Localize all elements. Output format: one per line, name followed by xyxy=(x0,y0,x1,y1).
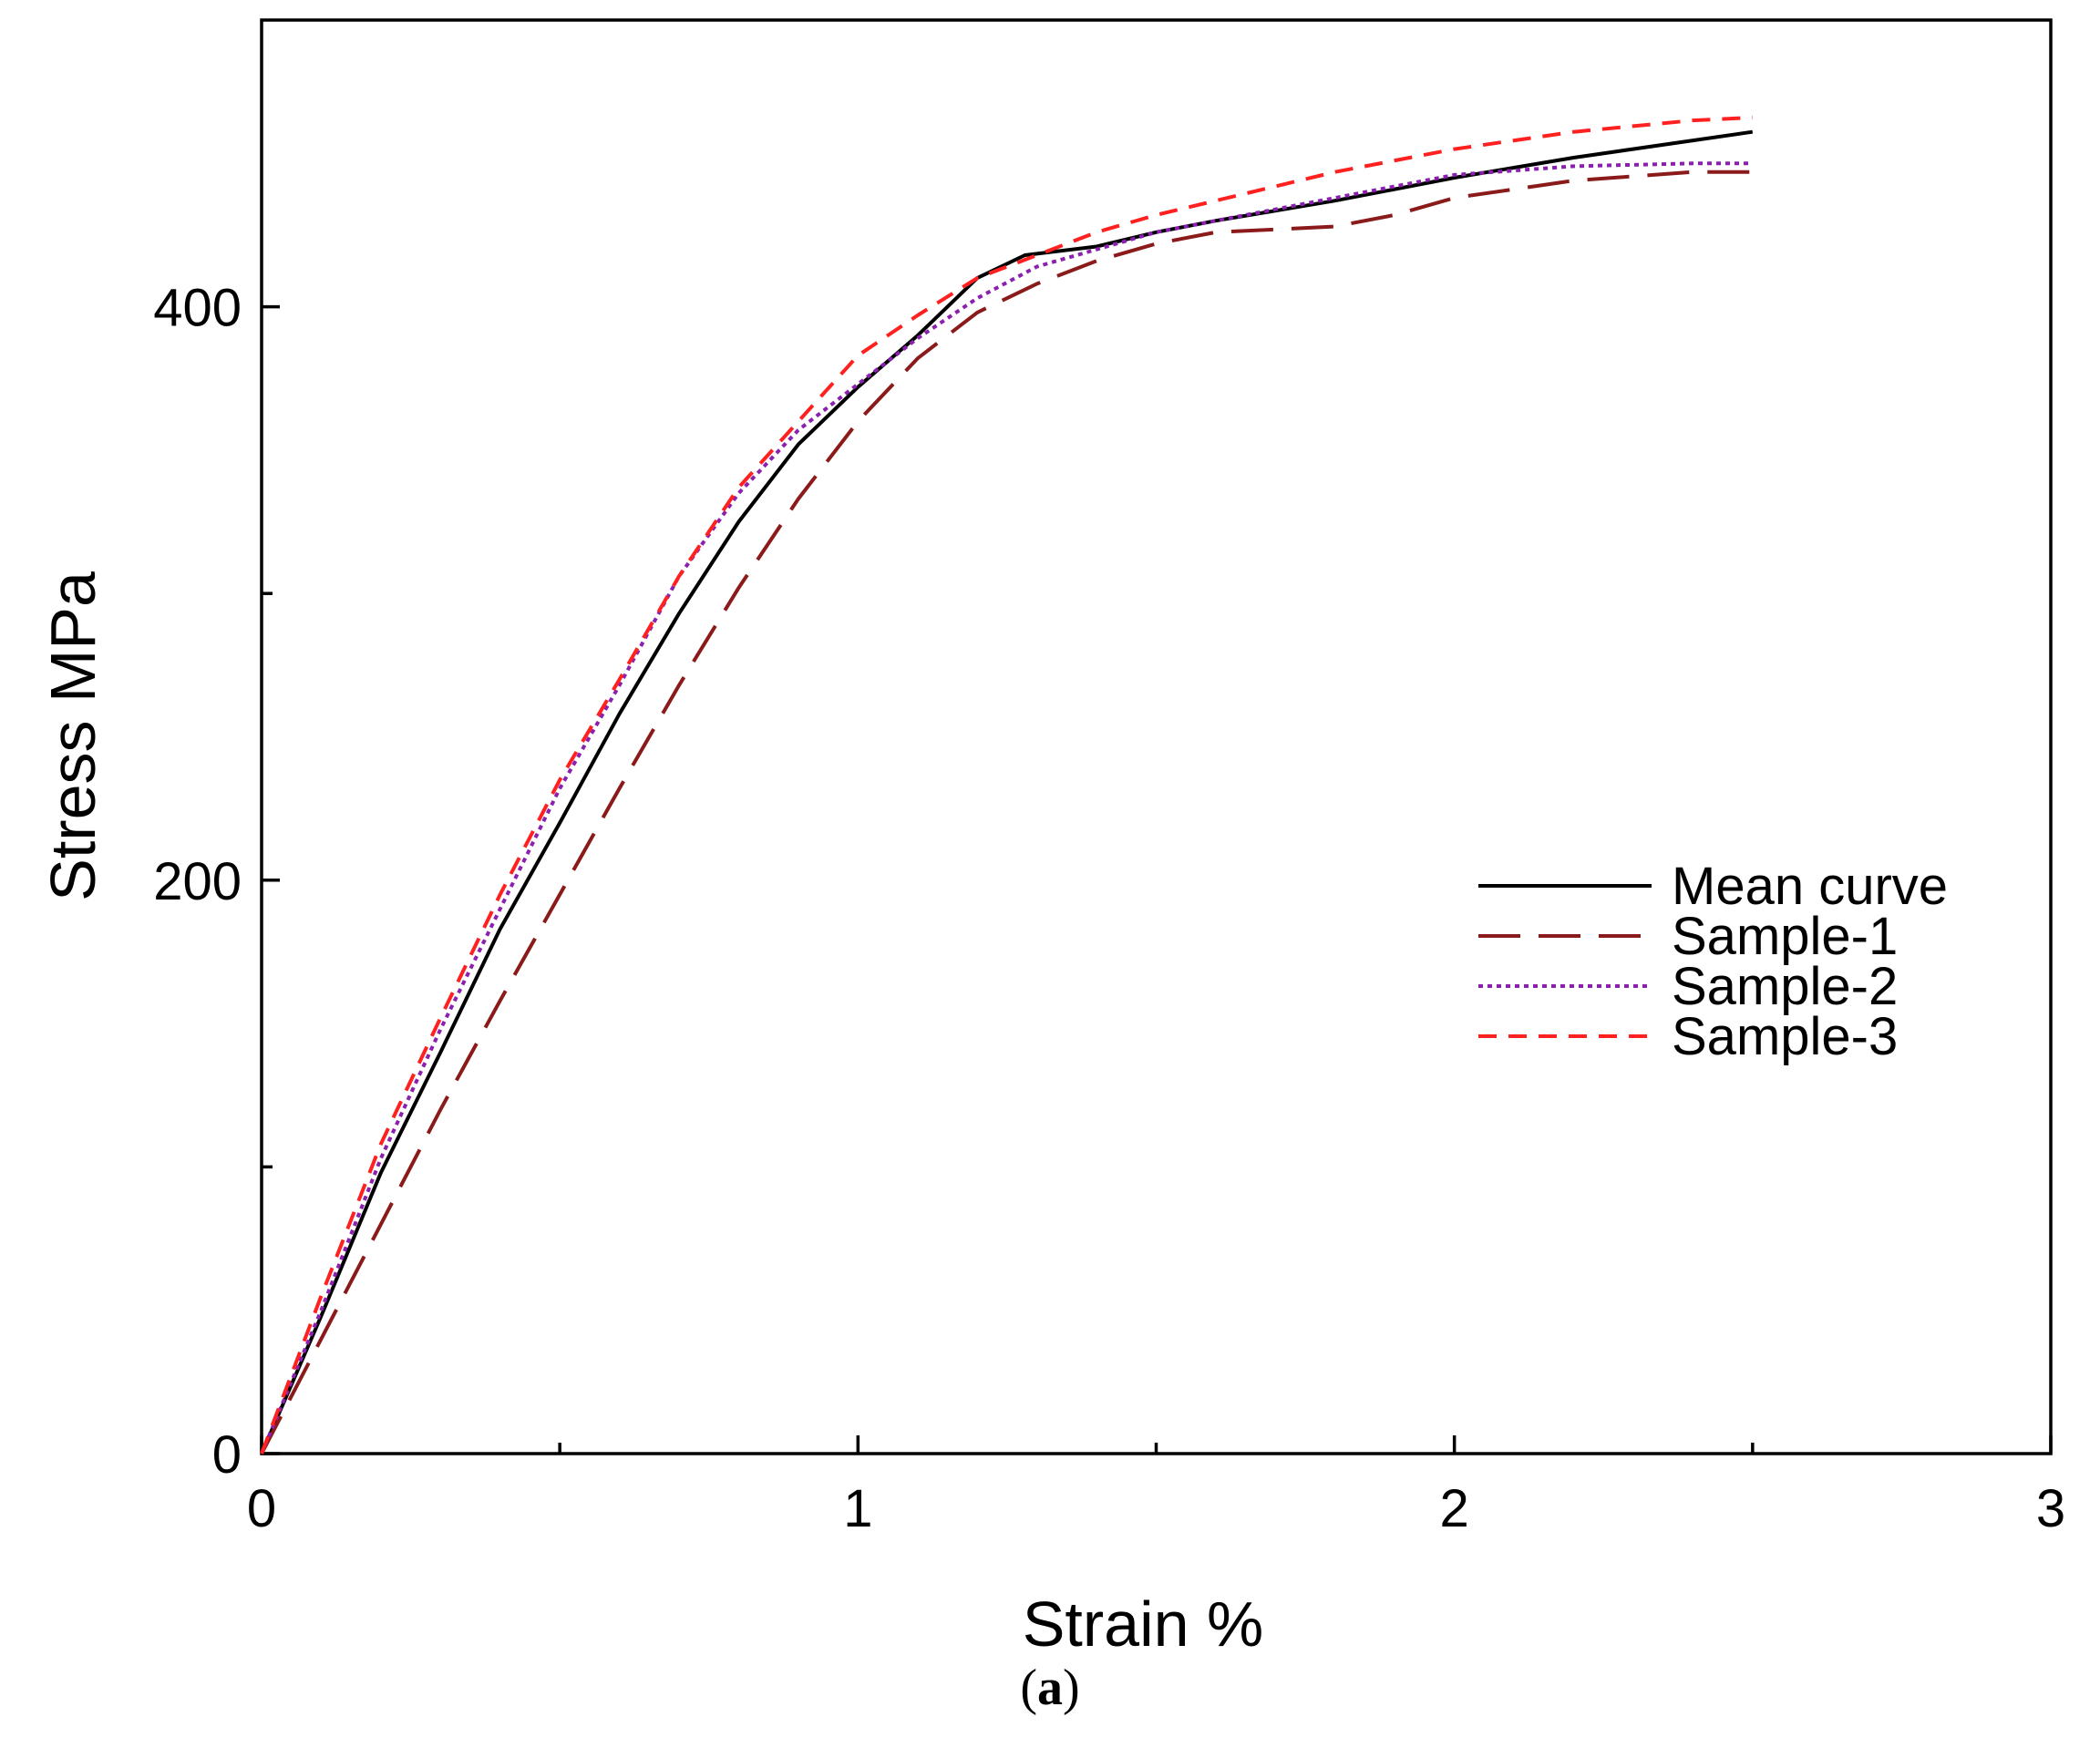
plot-frame xyxy=(260,18,2053,1455)
caption-open-paren: ( xyxy=(1020,1660,1037,1716)
x-tick-label: 0 xyxy=(247,1479,276,1538)
legend-label: Sample-3 xyxy=(1672,1007,1898,1066)
caption-close-paren: ) xyxy=(1063,1660,1080,1716)
y-tick-label: 400 xyxy=(153,279,242,338)
x-tick-label: 1 xyxy=(843,1479,872,1538)
plot-area xyxy=(260,18,2053,1455)
legend-label: Sample-1 xyxy=(1672,907,1898,966)
x-axis-label: Strain % xyxy=(1023,1588,1264,1660)
series-line-sample-3 xyxy=(260,116,1753,1455)
figure-caption: (a) xyxy=(0,1659,2100,1717)
x-tick-label: 3 xyxy=(2036,1479,2065,1538)
axis-ticks: 0 1 2 3 0 200 400 xyxy=(153,279,2065,1538)
series-line-sample-2 xyxy=(260,161,1753,1455)
legend-label: Sample-2 xyxy=(1672,957,1898,1016)
y-tick-label: 0 xyxy=(212,1425,242,1485)
series-line-sample-1 xyxy=(260,170,1753,1455)
y-axis-label: Stress MPa xyxy=(37,571,108,901)
x-tick-label: 2 xyxy=(1440,1479,1469,1538)
legend-label: Mean curve xyxy=(1672,857,1948,916)
caption-letter: a xyxy=(1037,1660,1063,1716)
series-lines xyxy=(260,116,1754,1455)
series-line-mean-curve xyxy=(260,129,1754,1455)
y-tick-label: 200 xyxy=(153,852,242,911)
